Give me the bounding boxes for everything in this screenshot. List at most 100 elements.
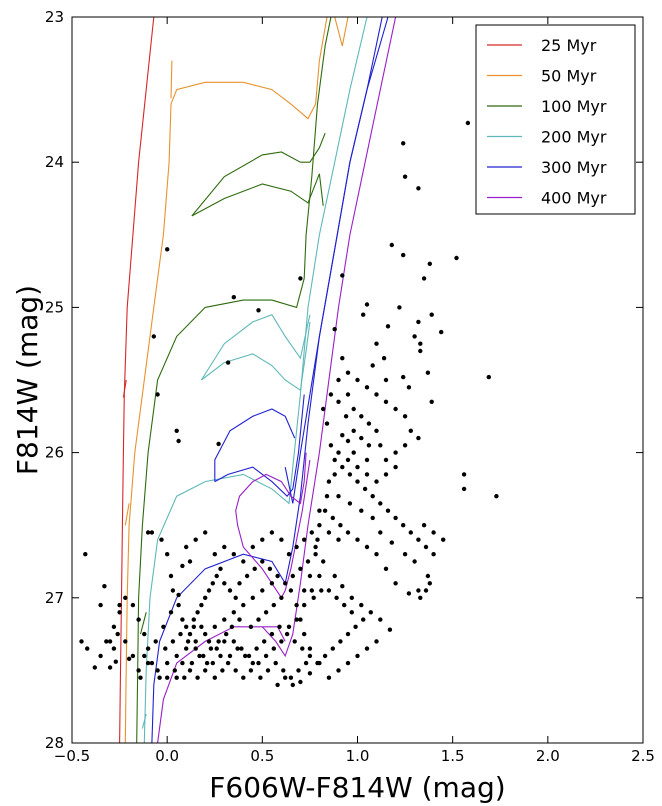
star-point	[368, 610, 373, 615]
star-point	[130, 653, 136, 659]
star-point	[355, 653, 360, 659]
star-point	[349, 595, 354, 600]
star-point	[222, 581, 227, 586]
star-point	[378, 530, 383, 535]
star-point	[218, 566, 223, 571]
star-point	[370, 363, 375, 368]
star-point	[290, 682, 295, 688]
legend-label: 25 Myr	[541, 36, 597, 55]
star-point	[216, 639, 221, 644]
star-point	[307, 573, 313, 579]
star-point	[441, 537, 446, 542]
star-point	[224, 631, 229, 637]
star-point	[416, 435, 421, 441]
star-point	[322, 653, 328, 659]
star-point	[362, 486, 368, 492]
star-point	[241, 559, 246, 564]
star-point	[271, 646, 276, 651]
star-point	[235, 646, 240, 651]
star-point	[136, 668, 141, 673]
star-point	[260, 537, 265, 542]
star-point	[326, 588, 332, 593]
star-point	[117, 602, 122, 608]
star-point	[263, 610, 269, 615]
isochrone-branch-3-2	[141, 713, 147, 729]
star-point	[165, 552, 170, 557]
star-point	[370, 494, 375, 499]
star-point	[187, 668, 193, 673]
star-point	[425, 573, 431, 579]
star-point	[254, 646, 259, 651]
star-point	[279, 537, 284, 542]
star-point	[279, 595, 284, 600]
star-point	[233, 668, 238, 673]
star-point	[214, 646, 219, 651]
star-point	[107, 639, 113, 644]
star-point	[288, 588, 294, 593]
star-point	[338, 523, 343, 528]
star-point	[180, 563, 185, 569]
star-point	[336, 377, 341, 383]
star-point	[218, 653, 223, 659]
star-point	[353, 624, 358, 629]
legend-label: 400 Myr	[541, 189, 607, 208]
star-point	[408, 428, 413, 433]
star-point	[165, 660, 170, 666]
star-point	[393, 515, 398, 521]
star-point	[351, 406, 356, 412]
star-point	[349, 610, 354, 615]
star-point	[313, 544, 318, 550]
star-point	[321, 559, 326, 564]
star-point	[184, 624, 189, 629]
star-point	[294, 544, 299, 550]
star-point	[393, 464, 398, 470]
star-point	[359, 602, 364, 608]
star-point	[429, 312, 434, 317]
star-point	[102, 584, 107, 589]
star-point	[321, 406, 326, 412]
star-point	[309, 588, 314, 593]
star-point	[429, 399, 434, 404]
legend-label: 100 Myr	[541, 97, 607, 116]
star-point	[494, 494, 499, 499]
star-point	[302, 631, 307, 637]
star-point	[111, 624, 117, 629]
star-point	[401, 374, 406, 380]
star-point	[180, 617, 185, 622]
star-point	[328, 443, 334, 448]
star-point	[145, 660, 151, 666]
star-point	[212, 624, 217, 629]
star-point	[273, 660, 278, 666]
star-point	[210, 660, 215, 666]
star-point	[115, 631, 120, 637]
star-point	[231, 610, 236, 615]
y-tick-label: 23	[45, 8, 64, 26]
star-point	[393, 581, 398, 586]
star-point	[311, 595, 316, 600]
star-point	[220, 668, 225, 673]
star-point	[283, 675, 288, 680]
star-point	[351, 450, 356, 455]
star-point	[486, 374, 491, 380]
star-point	[199, 602, 204, 608]
legend: 25 Myr 50 Myr 100 Myr 200 Myr 300 Myr 400 Myr	[475, 24, 636, 215]
star-point	[336, 494, 341, 499]
star-point	[229, 624, 235, 629]
star-point	[332, 327, 337, 332]
star-point	[317, 573, 322, 579]
star-point	[418, 341, 423, 346]
star-point	[136, 617, 141, 622]
star-point	[204, 660, 210, 666]
star-point	[206, 588, 212, 593]
star-point	[269, 581, 275, 586]
star-point	[284, 631, 290, 637]
star-point	[383, 472, 389, 477]
star-point	[185, 639, 191, 644]
star-point	[330, 646, 335, 651]
star-point	[174, 653, 179, 659]
y-tick-label: 26	[45, 444, 64, 462]
star-point	[243, 653, 248, 659]
star-point	[174, 428, 179, 433]
star-point	[336, 399, 341, 404]
star-point	[361, 617, 366, 622]
